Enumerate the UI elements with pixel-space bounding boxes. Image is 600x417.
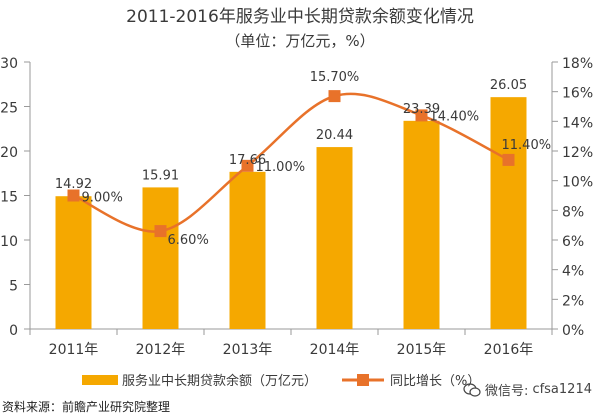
x-tick-label: 2011年 (49, 342, 99, 358)
watermark: 微信号: cfsa1214 (463, 380, 592, 399)
legend-line-label: 同比增长（%） (390, 374, 480, 389)
x-tick-label: 2012年 (136, 342, 186, 358)
right-tick-label: 14% (562, 115, 593, 131)
x-tick-label: 2013年 (223, 342, 273, 358)
growth-line (67, 90, 515, 238)
line-point (154, 225, 167, 238)
bar-value-label: 15.91 (142, 168, 179, 183)
right-tick-label: 12% (562, 145, 593, 161)
legend-line-marker (357, 374, 369, 386)
line-labels: 9.00% 6.60% 11.00% 15.70% 14.40% 11.40% (82, 70, 552, 248)
bar-labels: 14.92 15.91 17.66 20.44 23.39 26.05 (55, 78, 527, 192)
bar (490, 97, 527, 329)
line-value-label: 6.60% (168, 233, 209, 248)
wechat-icon (463, 382, 481, 397)
left-tick-label: 20 (0, 145, 18, 161)
right-tick-label: 0% (562, 323, 584, 339)
bar (403, 120, 440, 329)
bar-value-label: 23.39 (403, 102, 440, 117)
right-tick-label: 16% (562, 86, 593, 102)
chart-subtitle: （单位：万亿元，%） (225, 32, 374, 50)
bar (229, 171, 266, 329)
left-tick-label: 5 (9, 279, 18, 295)
line-value-label: 11.00% (256, 160, 306, 175)
right-tick-label: 18% (562, 56, 593, 72)
legend-bar-swatch (82, 375, 118, 385)
x-tick-label: 2014年 (310, 342, 360, 358)
bar (142, 187, 179, 329)
line-value-label: 11.40% (502, 138, 552, 153)
line-value-label: 14.40% (430, 109, 480, 124)
left-tick-label: 25 (0, 101, 18, 117)
chart-title: 2011-2016年服务业中长期贷款余额变化情况 (126, 7, 474, 27)
x-axis-ticks: 2011年 2012年 2013年 2014年 2015年 2016年 (29, 329, 553, 358)
right-tick-label: 6% (562, 234, 584, 250)
watermark-prefix: 微信号: (485, 384, 529, 399)
bar-value-label: 17.66 (229, 153, 266, 168)
bar-value-label: 20.44 (316, 128, 353, 143)
bars (55, 97, 527, 329)
legend-bar-label: 服务业中长期贷款余额（万亿元） (122, 373, 317, 389)
line-value-label: 15.70% (310, 70, 360, 85)
right-tick-label: 8% (562, 204, 584, 220)
left-tick-label: 0 (9, 323, 18, 339)
right-tick-label: 10% (562, 175, 593, 191)
left-tick-label: 15 (0, 190, 18, 206)
legend: 服务业中长期贷款余额（万亿元） 同比增长（%） (82, 373, 480, 389)
line-point (241, 159, 254, 172)
right-tick-label: 2% (562, 293, 584, 309)
watermark-account: cfsa1214 (532, 382, 592, 397)
left-axis-ticks: 0 5 10 15 20 25 30 (0, 56, 30, 339)
right-axis-ticks: 0% 2% 4% 6% 8% 10% 12% 14% 16% 18% (552, 56, 593, 339)
bar (55, 196, 92, 329)
source-note: 资料来源：前瞻产业研究院整理 (2, 399, 170, 414)
left-tick-label: 10 (0, 234, 18, 250)
left-tick-label: 30 (0, 56, 18, 72)
bar-value-label: 26.05 (490, 78, 527, 93)
bar-value-label: 14.92 (55, 177, 92, 192)
line-point (502, 153, 515, 166)
bar (316, 147, 353, 329)
line-point (415, 109, 428, 122)
line-point (67, 189, 80, 202)
right-tick-label: 4% (562, 264, 584, 280)
x-tick-label: 2016年 (484, 342, 534, 358)
line-value-label: 9.00% (82, 191, 123, 206)
line-point (328, 90, 341, 103)
x-tick-label: 2015年 (397, 342, 447, 358)
